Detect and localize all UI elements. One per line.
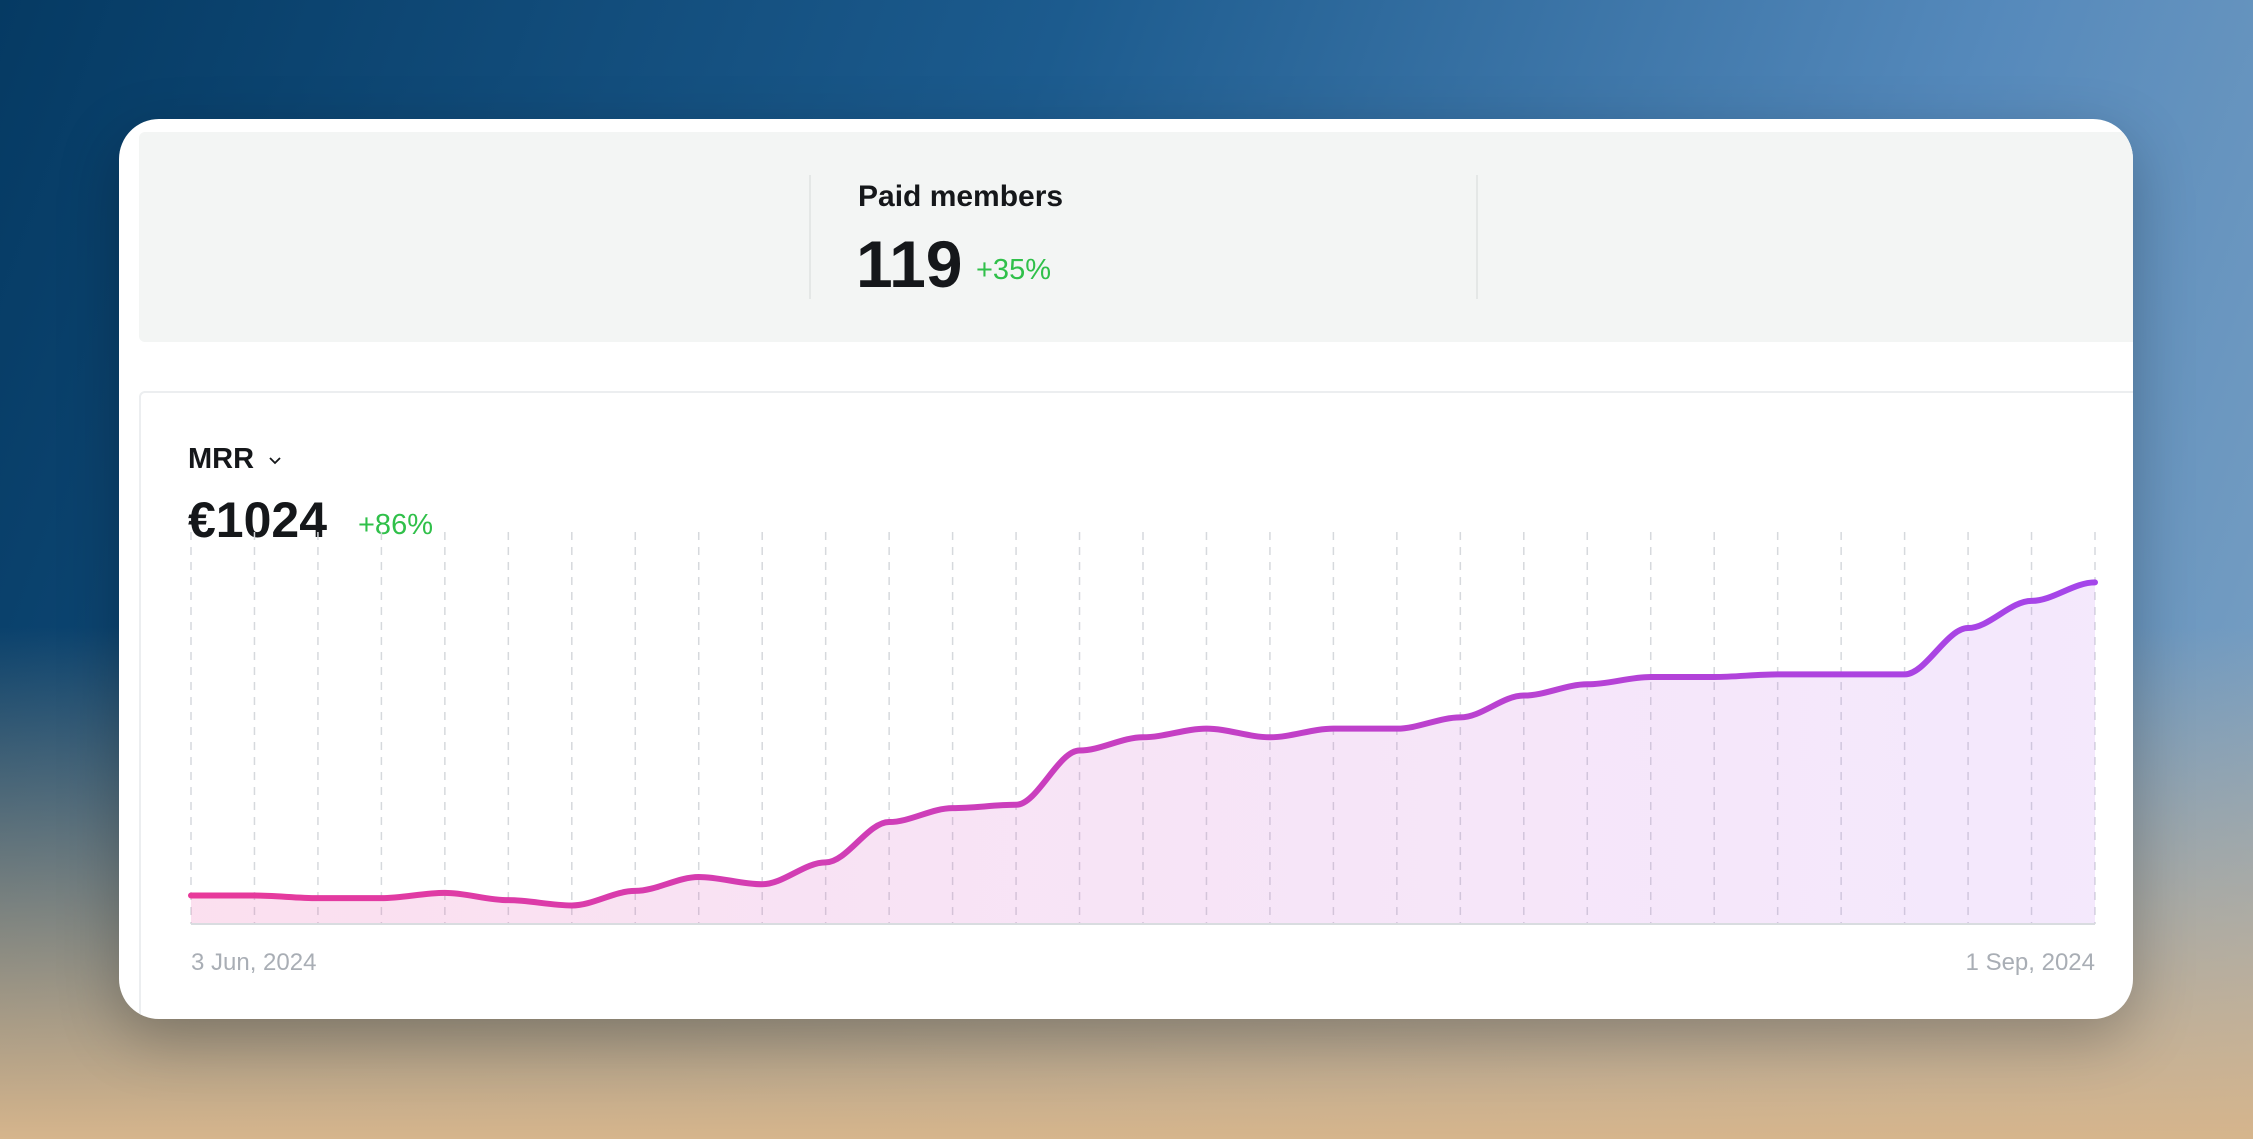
headline-change: +86% [358, 509, 433, 541]
chart-title: MRR [188, 443, 255, 475]
stat-label: Paid members [858, 180, 1064, 213]
x-tick-label: 3 Jun, 2024 [191, 949, 316, 976]
headline: €1024 [188, 492, 328, 548]
x-tick-label: 1 Sep, 2024 [1966, 949, 2095, 976]
divider [809, 175, 811, 299]
divider [1476, 175, 1478, 299]
stat-value: 119 [856, 227, 963, 301]
metric-select[interactable]: MRR [188, 443, 281, 476]
stat-change: +35% [976, 254, 1051, 286]
chevron [269, 457, 281, 465]
line [188, 579, 2098, 909]
stats-panel: Paid members 119 +35% [139, 132, 2133, 342]
area [191, 582, 2095, 924]
chart-panel: MRR €1024 +86% [139, 391, 2133, 1019]
